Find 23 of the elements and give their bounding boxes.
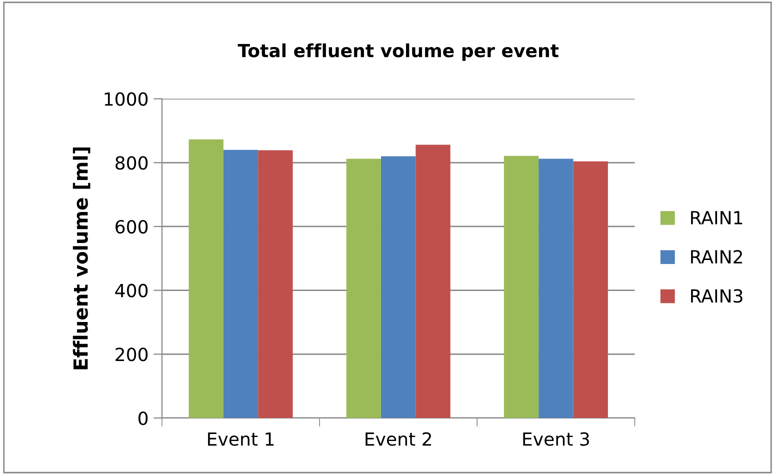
bar	[188, 139, 224, 418]
y-axis-title: Effluent volume [ml]	[72, 147, 90, 370]
chart-title: Total effluent volume per event	[238, 43, 559, 61]
y-tick-label: 200	[116, 348, 148, 362]
legend-label: RAIN1	[691, 211, 742, 224]
y-tick-label: 600	[116, 220, 148, 234]
legend-label: RAIN2	[691, 250, 742, 264]
x-tick-label: Event 3	[523, 432, 589, 446]
legend-label: RAIN3	[691, 289, 742, 303]
bar	[223, 150, 258, 418]
bar	[258, 150, 293, 418]
y-tick-label: 400	[115, 284, 148, 298]
bar	[346, 158, 382, 418]
bar	[538, 158, 574, 418]
x-tick-label: Event 1	[208, 432, 274, 446]
y-tick-label: 1000	[104, 92, 148, 106]
bar	[573, 161, 608, 418]
bar	[504, 156, 539, 418]
bar	[416, 144, 450, 418]
y-tick-label: 800	[116, 156, 148, 170]
bar	[381, 156, 416, 418]
x-tick-label: Event 2	[366, 432, 432, 446]
y-tick-label: 0	[138, 411, 148, 426]
